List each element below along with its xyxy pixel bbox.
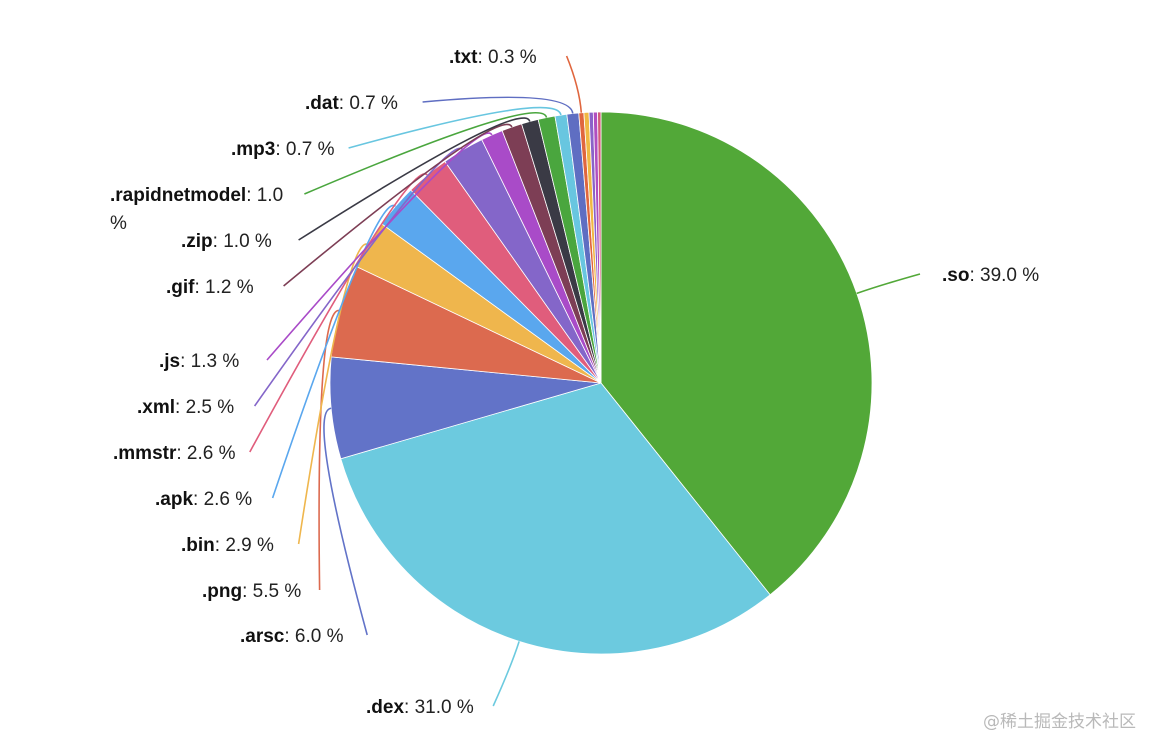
pie-slice-so	[600, 111, 873, 596]
leader-line-rapidnetmodel	[304, 111, 548, 195]
slice-label-arsc: .arsc: 6.0 %	[240, 626, 344, 647]
pie-slices	[329, 111, 873, 655]
slice-label-png: .png: 5.5 %	[202, 581, 301, 602]
slice-label-so: .so: 39.0 %	[942, 265, 1039, 286]
pie-slice-minor	[597, 111, 602, 384]
leader-line-zip	[298, 117, 531, 241]
leader-line-png	[318, 309, 341, 591]
leader-line-js	[266, 132, 493, 361]
leader-line-apk	[271, 204, 397, 499]
pie-slice-dex	[340, 382, 771, 655]
leader-line-arsc	[323, 407, 368, 636]
slice-label-bin: .bin: 2.9 %	[181, 535, 274, 556]
slice-label-txt: .txt: 0.3 %	[449, 47, 537, 68]
slice-label-zip: .zip: 1.0 %	[181, 231, 272, 252]
slice-label-dat: .dat: 0.7 %	[305, 93, 398, 114]
leader-lines	[249, 55, 921, 707]
slice-label-js: .js: 1.3 %	[159, 351, 239, 372]
slice-label-dex: .dex: 31.0 %	[366, 697, 474, 718]
slice-label-mmstr: .mmstr: 2.6 %	[113, 443, 236, 464]
leader-line-dex	[492, 641, 520, 707]
watermark: @稀土掘金技术社区	[983, 712, 1136, 732]
slice-label-apk: .apk: 2.6 %	[155, 489, 252, 510]
slice-label-rapidnetmodel: .rapidnetmodel: 1.0%	[110, 185, 283, 234]
leader-line-txt	[565, 55, 583, 113]
leader-line-mmstr	[249, 173, 428, 453]
leader-line-bin	[297, 243, 369, 545]
slice-label-gif: .gif: 1.2 %	[166, 277, 254, 298]
leader-line-dat	[422, 96, 574, 114]
leader-line-mp3	[348, 106, 562, 149]
slice-label-xml: .xml: 2.5 %	[137, 397, 234, 418]
leader-line-xml	[253, 147, 464, 407]
leader-line-gif	[283, 123, 513, 287]
slice-labels: .so: 39.0 % .dex: 31.0 % .arsc: 6.0 % .png:…	[110, 47, 1039, 718]
leader-line-so	[856, 273, 921, 295]
slice-label-mp3: .mp3: 0.7 %	[231, 139, 335, 160]
